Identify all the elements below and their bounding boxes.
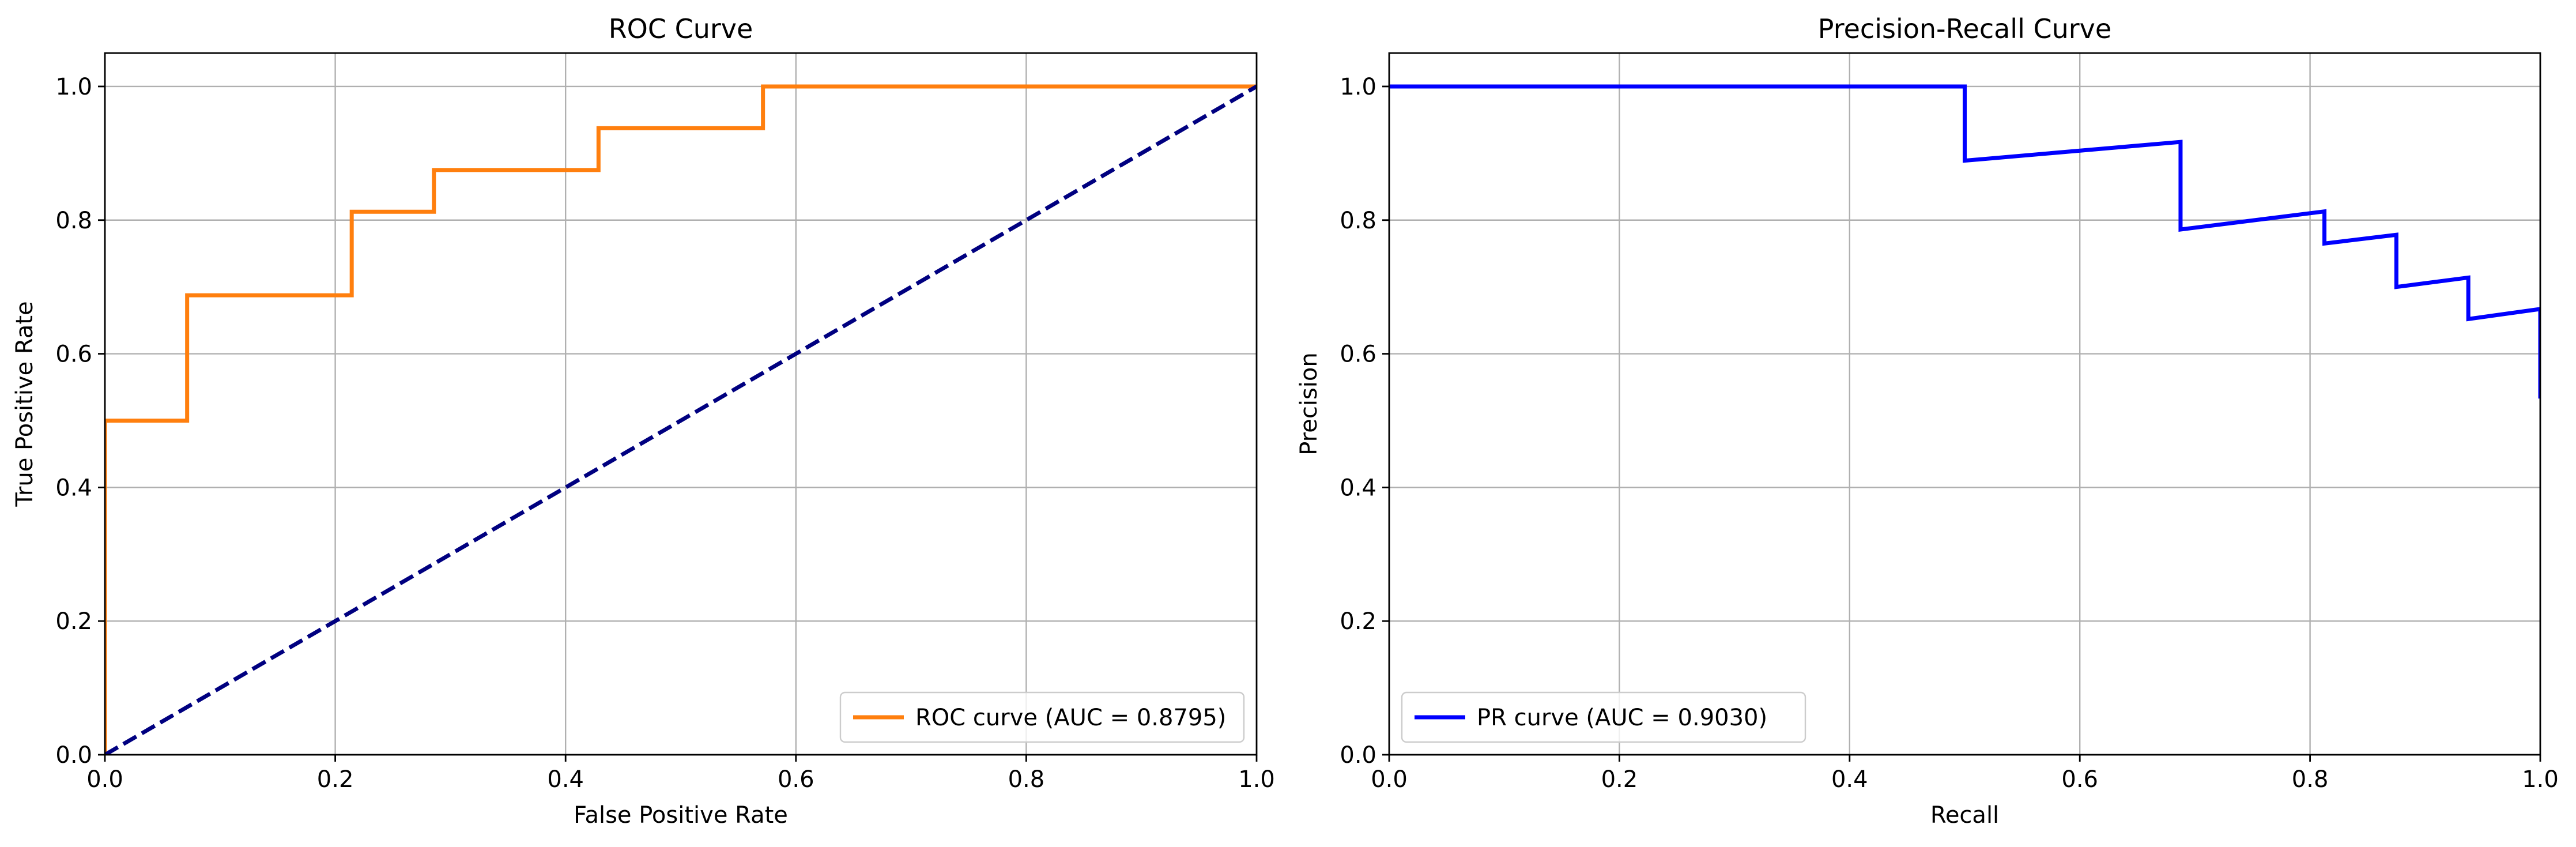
axes-frame (104, 52, 1258, 756)
roc-chart: 0.0 0.2 0.4 0.6 0.8 1.0 0.0 0.2 0.4 0.6 0.8 1.0 ROC … (12, 13, 1275, 829)
x-tick-label: 0.4 (547, 766, 584, 793)
series-line-0 (105, 84, 1257, 755)
y-tick-label: 0.6 (55, 341, 92, 368)
legend-box (1401, 691, 1806, 743)
x-tick-label: 0.8 (1008, 766, 1045, 793)
y-tick-label: 0.4 (1340, 475, 1376, 501)
y-tick-label: 0.2 (1340, 608, 1376, 635)
series-group (105, 84, 1257, 755)
y-tick-label: 0.8 (1340, 208, 1376, 234)
legend-box (839, 691, 1245, 743)
y-tick-label: 0.0 (1340, 742, 1376, 769)
series-line-0 (1389, 84, 2540, 399)
legend-label: ROC curve (AUC = 0.8795) (915, 705, 1226, 731)
legend-label: PR curve (AUC = 0.9030) (1477, 705, 1767, 731)
chart-title: ROC Curve (609, 13, 753, 44)
chart-title: Precision-Recall Curve (1818, 13, 2111, 44)
x-tick-label: 0.6 (778, 766, 814, 793)
y-axis-label: True Positive Rate (12, 301, 38, 507)
x-tick-label: 0.2 (317, 766, 354, 793)
y-tick-label: 1.0 (55, 74, 92, 100)
x-tick-label: 0.8 (2292, 766, 2329, 793)
pr-chart: 0.0 0.2 0.4 0.6 0.8 1.0 0.0 0.2 0.4 0.6 0.8 1.0 Prec… (1296, 13, 2559, 829)
x-tick-label: 0.4 (1831, 766, 1868, 793)
series-line-1 (105, 84, 1257, 755)
grid (104, 53, 1258, 756)
x-axis-label: False Positive Rate (574, 802, 788, 829)
y-axis-label: Precision (1296, 352, 1322, 455)
x-tick-label: 0.0 (1371, 766, 1408, 793)
series-group (1389, 84, 2540, 399)
x-tick-label: 0.2 (1601, 766, 1638, 793)
x-axis-label: Recall (1930, 802, 1999, 829)
legend: ROC curve (AUC = 0.8795) (839, 691, 1245, 743)
y-tick-label: 0.6 (1340, 341, 1376, 368)
y-tick-label: 0.0 (55, 742, 92, 769)
y-tick-label: 1.0 (1340, 74, 1376, 100)
y-tick-label: 0.2 (55, 608, 92, 635)
y-tick-label: 0.8 (55, 208, 92, 234)
x-tick-label: 1.0 (2522, 766, 2559, 793)
x-tick-label: 0.0 (86, 766, 123, 793)
x-tick-label: 0.6 (2061, 766, 2098, 793)
x-tick-label: 1.0 (1238, 766, 1275, 793)
legend: PR curve (AUC = 0.9030) (1401, 691, 1806, 743)
y-tick-label: 0.4 (55, 475, 92, 501)
axes-frame (1388, 52, 2541, 756)
